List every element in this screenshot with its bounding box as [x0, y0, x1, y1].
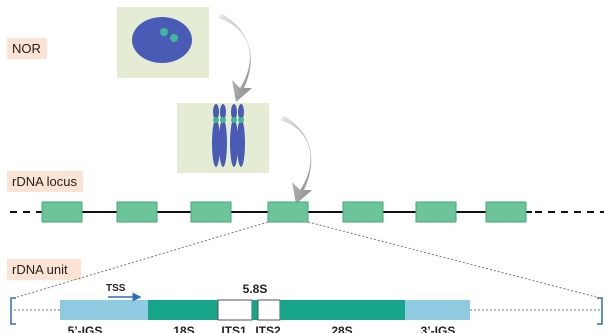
nucleolus — [160, 28, 168, 36]
nor-sites — [213, 117, 244, 123]
zoom-line — [307, 221, 601, 299]
igs5 — [60, 300, 148, 320]
label-box — [7, 38, 47, 59]
label-unit: rDNA unit — [12, 262, 68, 277]
igs5-label: 5’-IGS — [68, 324, 103, 333]
igs3-label: 3’-IGS — [421, 324, 456, 333]
igs3 — [405, 300, 470, 320]
s18-label: 18S — [173, 324, 194, 333]
its1 — [217, 299, 253, 321]
label-box — [7, 171, 83, 192]
bracket — [10, 297, 16, 325]
arrow — [218, 14, 252, 102]
s28-label: 28S — [331, 324, 352, 333]
s28 — [280, 300, 405, 320]
its2-label: ITS2 — [255, 324, 281, 333]
bracket — [597, 297, 603, 325]
s58 — [252, 300, 258, 320]
label-box — [7, 259, 81, 280]
label-nor: NOR — [12, 41, 41, 56]
zoom-line — [13, 221, 269, 299]
arrow — [280, 116, 312, 204]
s18 — [148, 300, 218, 320]
tss-label: TSS — [106, 283, 126, 294]
s58-label: 5.8S — [243, 282, 268, 296]
rdna-repeats — [41, 201, 527, 223]
nucleolus — [170, 34, 178, 42]
label-locus: rDNA locus — [12, 174, 78, 189]
nucleus — [132, 17, 192, 63]
chromosomes — [212, 104, 245, 167]
its2 — [257, 299, 281, 321]
its1-label: ITS1 — [221, 324, 247, 333]
